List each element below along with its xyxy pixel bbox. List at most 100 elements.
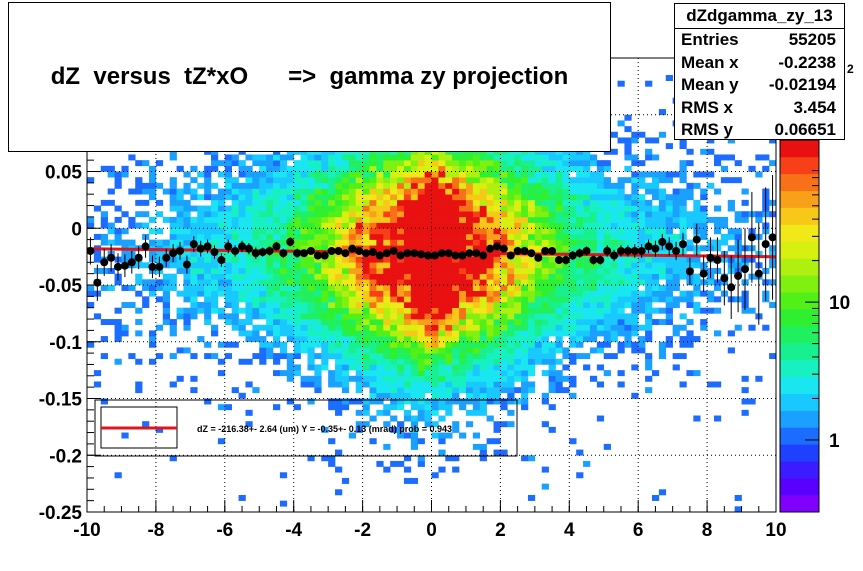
heat-cell xyxy=(279,330,288,337)
heat-cell xyxy=(493,267,501,274)
heat-cell xyxy=(645,171,653,178)
heat-cell xyxy=(651,267,660,274)
heat-cell xyxy=(541,330,549,337)
heat-cell xyxy=(169,222,177,229)
heat-cell xyxy=(507,267,515,274)
heat-cell xyxy=(452,267,460,274)
heat-cell xyxy=(631,273,639,280)
heat-cell xyxy=(300,381,308,388)
heat-cell xyxy=(445,199,453,206)
heat-cell xyxy=(713,330,722,337)
heat-cell xyxy=(376,154,384,161)
heat-cell xyxy=(424,267,432,274)
heat-cell xyxy=(617,296,625,303)
profile-point xyxy=(458,251,467,260)
heat-cell xyxy=(135,222,143,229)
heat-cell xyxy=(169,262,177,269)
heat-cell xyxy=(583,296,591,303)
heat-cell xyxy=(610,205,618,212)
heat-cell xyxy=(335,375,343,382)
heat-cell xyxy=(403,279,412,286)
heat-cell xyxy=(369,273,377,280)
heat-cell xyxy=(245,211,253,218)
heat-cell xyxy=(438,449,446,456)
heat-cell xyxy=(493,262,501,269)
heat-cell xyxy=(631,137,639,144)
heat-cell xyxy=(679,341,687,348)
heat-cell xyxy=(238,165,246,172)
heat-cell xyxy=(548,205,556,212)
heat-cell xyxy=(397,421,405,428)
heat-cell xyxy=(217,211,226,218)
heat-cell xyxy=(135,358,143,365)
heat-cell xyxy=(707,137,715,144)
heat-cell xyxy=(259,313,267,320)
heat-cell xyxy=(328,194,336,201)
heat-cell xyxy=(624,114,632,121)
heat-cell xyxy=(445,182,453,189)
heat-cell xyxy=(431,256,439,263)
heat-cell xyxy=(321,296,329,303)
heat-cell xyxy=(155,324,164,331)
heat-cell xyxy=(521,262,529,269)
profile-point xyxy=(582,246,591,255)
heat-cell xyxy=(279,267,288,274)
heat-cell xyxy=(176,347,184,354)
heat-cell xyxy=(286,307,294,314)
heat-cell xyxy=(335,233,343,240)
heat-cell xyxy=(162,302,170,308)
heat-cell xyxy=(713,285,722,291)
heat-cell xyxy=(279,211,288,218)
heat-cell xyxy=(459,273,467,280)
heat-cell xyxy=(348,182,357,189)
heat-cell xyxy=(273,205,281,212)
heat-cell xyxy=(300,330,308,337)
heat-cell xyxy=(720,239,729,246)
heat-cell xyxy=(465,160,474,167)
heat-cell xyxy=(417,404,425,411)
heat-cell xyxy=(328,330,336,337)
heat-cell xyxy=(403,313,412,320)
heat-cell xyxy=(589,177,598,184)
heat-cell xyxy=(355,256,363,263)
heat-cell xyxy=(589,245,598,252)
heat-cell xyxy=(500,319,508,326)
heat-cell xyxy=(631,279,639,286)
heat-cell xyxy=(741,409,749,416)
heat-cell xyxy=(562,353,570,360)
heat-cell xyxy=(527,319,536,326)
heat-cell xyxy=(348,205,357,212)
heat-cell xyxy=(562,194,570,201)
heat-cell xyxy=(603,443,611,450)
heat-cell xyxy=(548,358,556,365)
heat-cell xyxy=(617,177,625,184)
heat-cell xyxy=(286,324,294,331)
heat-cell xyxy=(472,285,481,291)
heat-cell xyxy=(403,324,412,331)
heat-cell xyxy=(231,177,239,184)
heat-cell xyxy=(645,80,653,87)
heat-cell xyxy=(569,194,577,201)
heat-cell xyxy=(576,449,584,456)
heat-cell xyxy=(465,239,474,246)
heat-cell xyxy=(266,296,274,303)
heat-cell xyxy=(204,250,212,257)
profile-point xyxy=(107,253,116,262)
heat-cell xyxy=(610,307,618,314)
heat-cell xyxy=(576,188,584,195)
heat-cell xyxy=(328,256,336,263)
heat-cell xyxy=(548,182,556,189)
heat-cell xyxy=(445,165,453,172)
heat-cell xyxy=(273,171,281,178)
heat-cell xyxy=(238,228,246,235)
heat-cell xyxy=(679,165,687,172)
heat-cell xyxy=(638,307,646,314)
heat-cell xyxy=(397,154,405,161)
heat-cell xyxy=(252,188,260,195)
heat-cell xyxy=(555,245,563,252)
heat-cell xyxy=(527,387,536,394)
heat-cell xyxy=(369,387,377,394)
heat-cell xyxy=(204,194,212,201)
heat-cell xyxy=(335,489,343,496)
heat-cell xyxy=(645,358,653,365)
